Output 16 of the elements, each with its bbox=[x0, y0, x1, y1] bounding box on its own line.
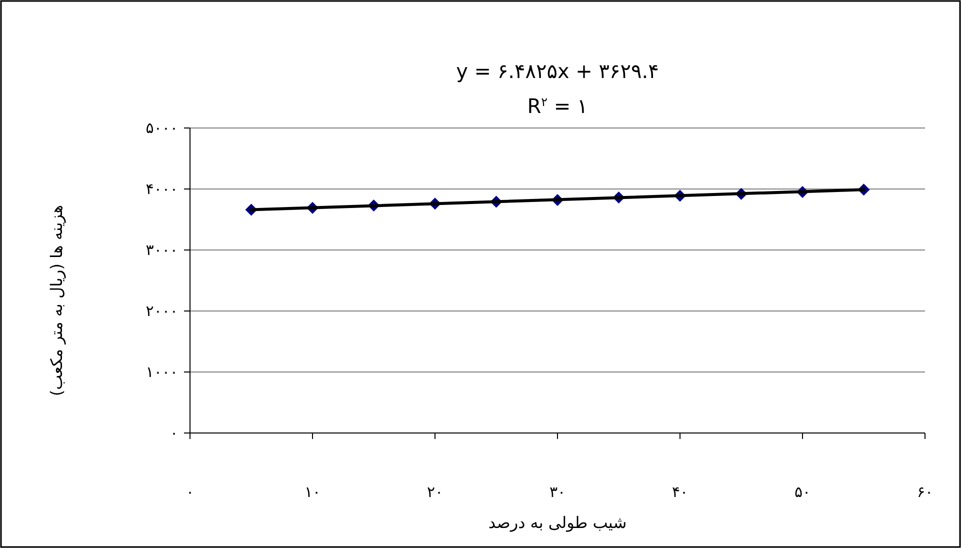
y-tick-label: ۲۰۰۰ bbox=[146, 302, 178, 320]
y-tick-label: ۰ bbox=[170, 424, 178, 442]
y-tick-label: ۳۰۰۰ bbox=[146, 241, 178, 259]
x-tick-label: ۶۰ bbox=[916, 483, 934, 501]
y-tick-label: ۴۰۰۰ bbox=[146, 180, 178, 198]
y-axis-title: هزینه ها (ریال به متر مکعب) bbox=[47, 204, 66, 396]
x-tick-label: ۵۰ bbox=[794, 483, 811, 501]
x-axis-title: شیب طولی به درصد bbox=[488, 513, 627, 532]
x-tick-label: ۰ bbox=[186, 483, 194, 501]
text: y = ۶.۴۸۲۵x + ۳۶۲۹.۴ bbox=[456, 59, 659, 83]
y-tick-label: ۱۰۰۰ bbox=[146, 363, 178, 381]
x-tick-label: ۱۰ bbox=[304, 483, 321, 501]
y-tick-label: ۵۰۰۰ bbox=[146, 119, 178, 137]
x-tick-label: ۲۰ bbox=[426, 483, 444, 501]
x-tick-label: ۴۰ bbox=[672, 483, 688, 501]
x-tick-label: ۳۰ bbox=[549, 483, 566, 501]
